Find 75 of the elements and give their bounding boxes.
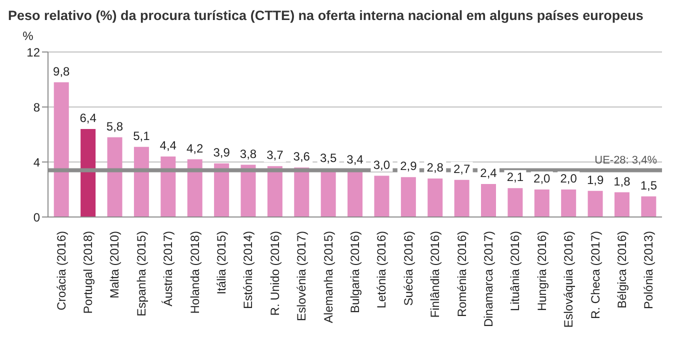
x-tick-label: Itália (2015) bbox=[214, 231, 229, 294]
bar bbox=[641, 196, 656, 217]
ref-line-label: UE-28: 3,4% bbox=[594, 154, 658, 166]
x-tick-label: Suécia (2016) bbox=[401, 231, 416, 306]
bar bbox=[54, 82, 69, 217]
y-tick-label: 12 bbox=[26, 45, 40, 60]
bar bbox=[240, 164, 256, 217]
x-tick-label: R. Checa (2017) bbox=[588, 231, 602, 320]
x-tick-label: Letónia (2016) bbox=[374, 230, 389, 308]
bar bbox=[187, 159, 202, 217]
bar bbox=[214, 163, 230, 217]
y-axis-title: % bbox=[22, 29, 34, 43]
bar bbox=[588, 190, 603, 217]
data-label: 1,9 bbox=[586, 172, 604, 187]
x-tick-label: Eslovénia (2017) bbox=[294, 231, 309, 322]
bar bbox=[454, 180, 470, 217]
bar bbox=[374, 176, 390, 217]
x-tick-label: Portugal (2018) bbox=[81, 231, 96, 314]
x-tick-label: Espanha (2015) bbox=[134, 231, 148, 316]
bar bbox=[134, 146, 149, 217]
data-label: 2,0 bbox=[534, 172, 551, 186]
bar bbox=[400, 177, 416, 217]
bar bbox=[107, 137, 122, 217]
x-tick-label: Finlândia (2016) bbox=[428, 230, 442, 318]
bar bbox=[508, 188, 523, 217]
y-tick-label: 8 bbox=[33, 100, 40, 114]
x-tick-label: Polónia (2013) bbox=[642, 231, 656, 310]
data-label: 2,0 bbox=[560, 172, 578, 186]
data-label: 3,5 bbox=[320, 150, 337, 165]
data-label: 5,1 bbox=[133, 128, 150, 143]
data-label: 9,8 bbox=[53, 64, 70, 78]
chart-title: Peso relativo (%) da procura turística (CTTE) na oferta interna nacional em alguns países europeus bbox=[8, 8, 644, 25]
bar bbox=[534, 190, 550, 217]
data-label: 5,8 bbox=[106, 119, 124, 134]
bar bbox=[160, 156, 176, 217]
x-tick-label: Bélgica (2016) bbox=[614, 231, 629, 308]
bar bbox=[428, 178, 443, 217]
x-tick-label: Áustria (2017) bbox=[161, 231, 176, 306]
bar bbox=[348, 170, 363, 217]
data-label: 3,9 bbox=[213, 145, 230, 160]
data-label: 3,4 bbox=[346, 152, 364, 166]
data-label: 2,1 bbox=[506, 170, 524, 184]
x-tick-label: Lituânia (2016) bbox=[508, 231, 522, 312]
y-tick-label: 4 bbox=[33, 155, 40, 170]
data-label: 3,0 bbox=[373, 158, 390, 172]
x-tick-label: R. Unido (2016) bbox=[268, 231, 282, 316]
x-tick-label: Bulgaria (2016) bbox=[348, 231, 362, 314]
data-label: 3,8 bbox=[240, 146, 257, 161]
bar bbox=[481, 184, 496, 217]
x-tick-label: Dinamarca (2017) bbox=[481, 231, 496, 328]
bar bbox=[614, 192, 630, 217]
x-tick-label: Eslováquia (2016) bbox=[562, 231, 576, 328]
data-label: 4,4 bbox=[160, 138, 177, 152]
data-label: 2,8 bbox=[426, 160, 444, 174]
x-tick-label: Holanda (2018) bbox=[188, 231, 202, 314]
x-tick-label: Roménia (2016) bbox=[454, 231, 469, 318]
x-tick-label: Estónia (2014) bbox=[241, 230, 256, 310]
bar bbox=[294, 168, 310, 217]
data-label: 2,9 bbox=[400, 159, 418, 174]
data-label: 3,6 bbox=[293, 150, 310, 164]
data-label: 4,2 bbox=[186, 141, 204, 156]
bar bbox=[80, 129, 96, 217]
x-tick-label: Malta (2010) bbox=[108, 231, 122, 298]
data-label: 1,5 bbox=[640, 178, 658, 192]
data-label: 1,8 bbox=[614, 174, 631, 188]
data-label: 3,7 bbox=[266, 148, 284, 162]
y-tick-label: 0 bbox=[33, 210, 40, 224]
x-tick-label: Croácia (2016) bbox=[54, 231, 68, 310]
data-label: 6,4 bbox=[80, 111, 97, 125]
data-label: 2,7 bbox=[453, 162, 470, 176]
x-tick-label: Hungria (2016) bbox=[534, 231, 549, 312]
bar bbox=[561, 190, 576, 217]
data-label: 2,4 bbox=[480, 166, 498, 180]
x-tick-label: Alemanha (2015) bbox=[321, 231, 336, 324]
bar bbox=[267, 166, 282, 217]
